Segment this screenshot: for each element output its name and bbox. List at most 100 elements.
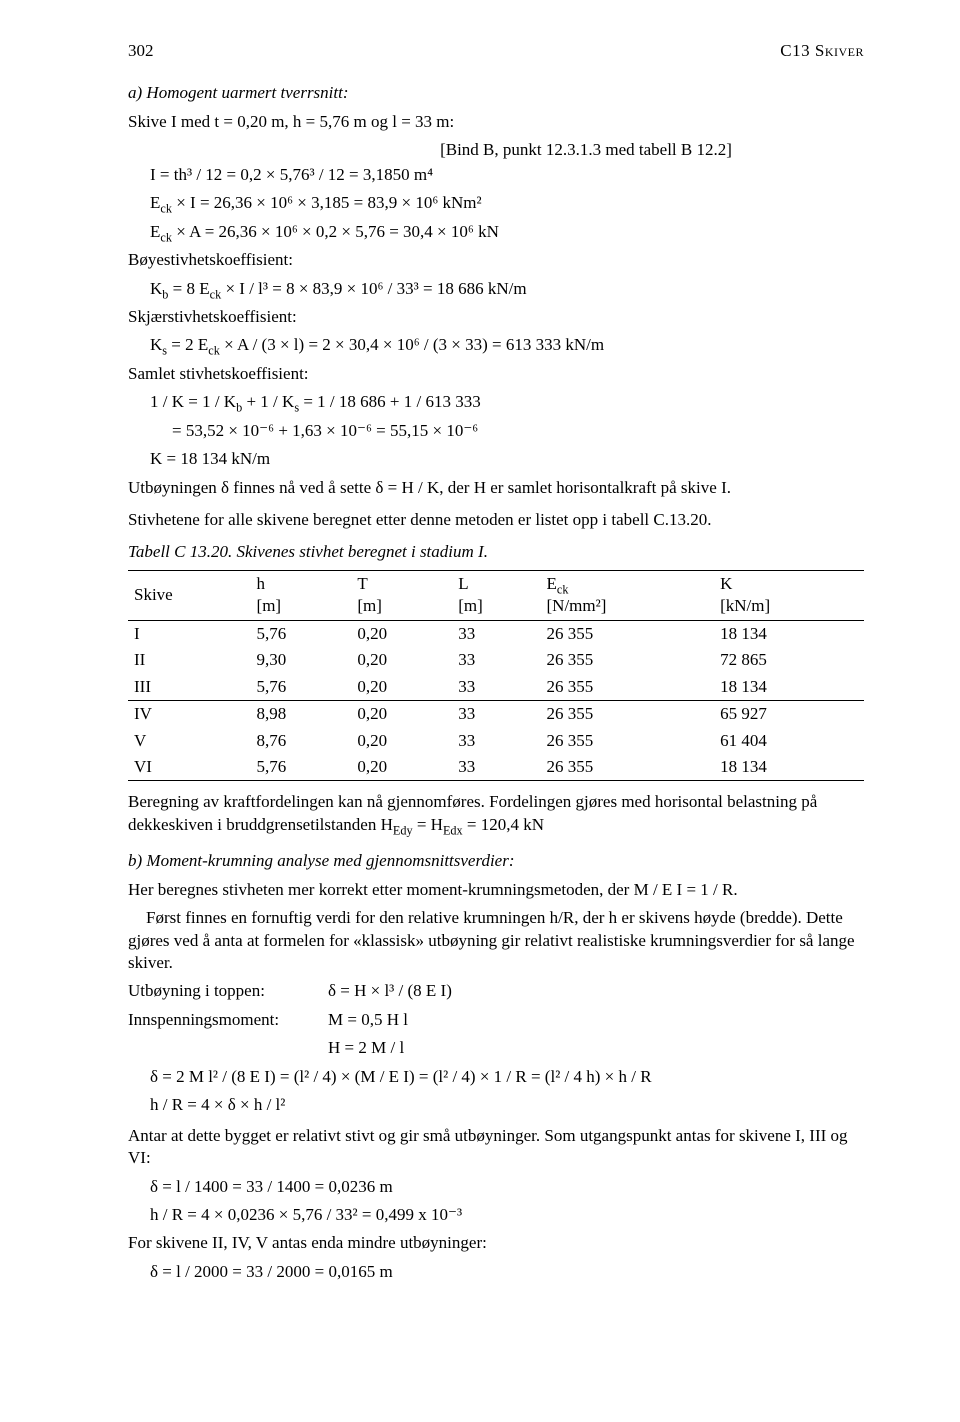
eq-kb-k: K bbox=[150, 279, 162, 298]
td-l: 33 bbox=[452, 647, 540, 673]
eq-comb1-e: = 1 / 18 686 + 1 / 613 333 bbox=[299, 392, 481, 411]
th-l: L[m] bbox=[452, 570, 540, 620]
page: 302 C13 Skiver a) Homogent uarmert tverr… bbox=[0, 0, 960, 1422]
innsp-row: Innspenningsmoment: M = 0,5 H l bbox=[128, 1009, 864, 1031]
th-t-unit: [m] bbox=[357, 596, 382, 615]
eq-b-e1: δ = l / 1400 = 33 / 1400 = 0,0236 m bbox=[128, 1176, 864, 1198]
th-skive: Skive bbox=[128, 570, 251, 620]
topp-row: Utbøyning i toppen: δ = H × l³ / (8 E I) bbox=[128, 980, 864, 1002]
td-skive: IV bbox=[128, 701, 251, 728]
td-t: 0,20 bbox=[351, 674, 452, 701]
eq-eck-a: Eck × A = 26,36 × 10⁶ × 0,2 × 5,76 = 30,… bbox=[128, 221, 864, 243]
td-h: 5,76 bbox=[251, 620, 352, 647]
topp-label: Utbøyning i toppen: bbox=[128, 980, 328, 1002]
topp-eq: δ = H × l³ / (8 E I) bbox=[328, 980, 452, 1002]
td-skive: III bbox=[128, 674, 251, 701]
table-row: V 8,76 0,20 33 26 355 61 404 bbox=[128, 728, 864, 754]
td-eck: 26 355 bbox=[541, 674, 715, 701]
eq-combined-1: 1 / K = 1 / Kb + 1 / Ks = 1 / 18 686 + 1… bbox=[128, 391, 864, 413]
th-k-unit: [kN/m] bbox=[720, 596, 770, 615]
td-skive: VI bbox=[128, 754, 251, 781]
eq-eck-i-rest: × I = 26,36 × 10⁶ × 3,185 = 83,9 × 10⁶ k… bbox=[172, 193, 482, 212]
section-a-title: a) Homogent uarmert tverrsnitt: bbox=[128, 82, 864, 104]
td-k: 61 404 bbox=[714, 728, 864, 754]
eq-kb-mid: = 8 E bbox=[168, 279, 209, 298]
td-t: 0,20 bbox=[351, 620, 452, 647]
td-t: 0,20 bbox=[351, 728, 452, 754]
section-a-ref: [Bind B, punkt 12.3.1.3 med tabell B 12.… bbox=[128, 139, 864, 161]
td-h: 8,76 bbox=[251, 728, 352, 754]
eq-eck-a-sub: ck bbox=[160, 230, 172, 244]
eq-ks-k: K bbox=[150, 335, 162, 354]
td-t: 0,20 bbox=[351, 701, 452, 728]
shear-stiffness-heading: Skjærstivhetskoeffisient: bbox=[128, 306, 864, 328]
eq-eck-i: Eck × I = 26,36 × 10⁶ × 3,185 = 83,9 × 1… bbox=[128, 192, 864, 214]
eq-ks-rest: × A / (3 × l) = 2 × 30,4 × 10⁶ / (3 × 33… bbox=[220, 335, 604, 354]
td-eck: 26 355 bbox=[541, 620, 715, 647]
td-k: 18 134 bbox=[714, 674, 864, 701]
eq-moment-inertia: I = th³ / 12 = 0,2 × 5,76³ / 12 = 3,1850… bbox=[128, 164, 864, 186]
td-l: 33 bbox=[452, 754, 540, 781]
td-t: 0,20 bbox=[351, 754, 452, 781]
eq-kb-rest: × I / l³ = 8 × 83,9 × 10⁶ / 33³ = 18 686… bbox=[221, 279, 526, 298]
td-h: 9,30 bbox=[251, 647, 352, 673]
combined-stiffness-heading: Samlet stivhetskoeffisient: bbox=[128, 363, 864, 385]
deflection-para: Utbøyningen δ finnes nå ved å sette δ = … bbox=[128, 477, 864, 499]
table-row: II 9,30 0,20 33 26 355 72 865 bbox=[128, 647, 864, 673]
section-b-p2: Først finnes en fornuftig verdi for den … bbox=[128, 907, 864, 974]
td-l: 33 bbox=[452, 701, 540, 728]
td-eck: 26 355 bbox=[541, 647, 715, 673]
td-eck: 26 355 bbox=[541, 754, 715, 781]
td-h: 5,76 bbox=[251, 754, 352, 781]
td-h: 8,98 bbox=[251, 701, 352, 728]
page-header: 302 C13 Skiver bbox=[128, 40, 864, 62]
innsp-eq1: M = 0,5 H l bbox=[328, 1009, 408, 1031]
table-row: VI 5,76 0,20 33 26 355 18 134 bbox=[128, 754, 864, 781]
after-table-p1c: = 120,4 kN bbox=[463, 815, 544, 834]
section-b-p3: Antar at dette bygget er relativt stivt … bbox=[128, 1125, 864, 1170]
th-h-unit: [m] bbox=[257, 596, 282, 615]
section-b-p4: For skivene II, IV, V antas enda mindre … bbox=[128, 1232, 864, 1254]
after-table-p1b: = H bbox=[413, 815, 443, 834]
td-l: 33 bbox=[452, 620, 540, 647]
eq-comb1-a: 1 / K = 1 / K bbox=[150, 392, 236, 411]
page-number: 302 bbox=[128, 40, 154, 62]
innsp-eq2: H = 2 M / l bbox=[128, 1037, 864, 1059]
eq-hr: h / R = 4 × δ × h / l² bbox=[128, 1094, 864, 1116]
td-k: 18 134 bbox=[714, 754, 864, 781]
th-eck: Eck[N/mm²] bbox=[541, 570, 715, 620]
section-a-intro: Skive I med t = 0,20 m, h = 5,76 m og l … bbox=[128, 111, 864, 133]
eq-b-e2: h / R = 4 × 0,0236 × 5,76 / 33² = 0,499 … bbox=[128, 1204, 864, 1226]
table-row: I 5,76 0,20 33 26 355 18 134 bbox=[128, 620, 864, 647]
eq-eck-a-pre: E bbox=[150, 222, 160, 241]
td-h: 5,76 bbox=[251, 674, 352, 701]
td-k: 72 865 bbox=[714, 647, 864, 673]
table-row: IV 8,98 0,20 33 26 355 65 927 bbox=[128, 701, 864, 728]
td-l: 33 bbox=[452, 728, 540, 754]
chapter-title: C13 Skiver bbox=[780, 40, 864, 62]
section-b-p1: Her beregnes stivheten mer korrekt etter… bbox=[128, 879, 864, 901]
eq-eck-i-pre: E bbox=[150, 193, 160, 212]
th-l-unit: [m] bbox=[458, 596, 483, 615]
after-table-para: Beregning av kraftfordelingen kan nå gje… bbox=[128, 791, 864, 836]
eq-combined-2: = 53,52 × 10⁻⁶ + 1,63 × 10⁻⁶ = 55,15 × 1… bbox=[128, 420, 864, 442]
innsp-label: Innspenningsmoment: bbox=[128, 1009, 328, 1031]
th-eck-sym: E bbox=[547, 574, 557, 593]
td-t: 0,20 bbox=[351, 647, 452, 673]
eq-comb1-c: + 1 / K bbox=[242, 392, 294, 411]
th-t-sym: T bbox=[357, 574, 367, 593]
eq-eck-i-sub: ck bbox=[160, 202, 172, 216]
table-caption: Tabell C 13.20. Skivenes stivhet beregne… bbox=[128, 541, 864, 563]
eq-kb-ecks: ck bbox=[210, 287, 222, 301]
td-k: 18 134 bbox=[714, 620, 864, 647]
td-skive: II bbox=[128, 647, 251, 673]
section-a: a) Homogent uarmert tverrsnitt: Skive I … bbox=[128, 82, 864, 531]
th-eck-sub: ck bbox=[557, 582, 569, 596]
table-row: III 5,76 0,20 33 26 355 18 134 bbox=[128, 674, 864, 701]
bending-stiffness-heading: Bøyestivhetskoeffisient: bbox=[128, 249, 864, 271]
th-eck-unit: [N/mm²] bbox=[547, 596, 607, 615]
th-skive-text: Skive bbox=[134, 585, 173, 604]
after-table-s2: Edx bbox=[443, 823, 463, 837]
section-b: b) Moment-krumning analyse med gjennomsn… bbox=[128, 850, 864, 1283]
th-k-sym: K bbox=[720, 574, 732, 593]
